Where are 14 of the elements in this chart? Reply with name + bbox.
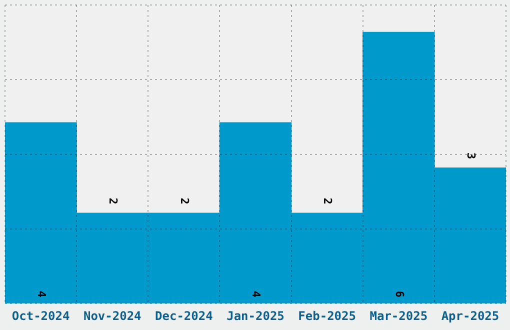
data-label: 2 <box>106 198 120 204</box>
data-label: 4 <box>34 290 48 298</box>
x-tick-label: Mar-2025 <box>370 308 428 323</box>
data-label: 6 <box>392 290 406 298</box>
x-tick-label: Feb-2025 <box>298 308 356 323</box>
x-tick-label: Oct-2024 <box>12 308 70 323</box>
x-tick-label: Jan-2025 <box>226 308 284 323</box>
data-label: 3 <box>464 152 478 160</box>
data-label: 4 <box>250 290 263 298</box>
data-label: 2 <box>178 198 192 204</box>
data-label: 2 <box>321 198 334 204</box>
x-tick-label: Apr-2025 <box>441 308 500 323</box>
x-tick-label: Nov-2024 <box>83 308 142 323</box>
x-tick-label: Dec-2024 <box>155 308 213 323</box>
